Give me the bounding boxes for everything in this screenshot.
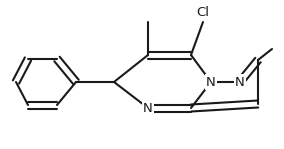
Text: N: N bbox=[206, 76, 216, 89]
Text: Cl: Cl bbox=[197, 7, 210, 20]
Text: N: N bbox=[235, 76, 245, 89]
Text: N: N bbox=[143, 101, 153, 114]
